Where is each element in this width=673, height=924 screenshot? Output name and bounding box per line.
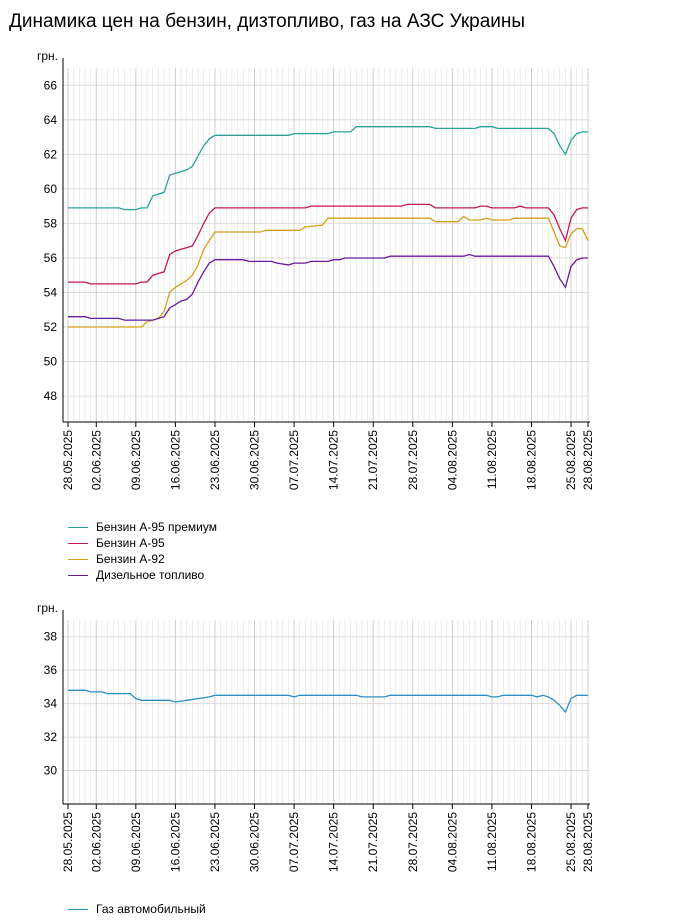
y-tick-label: 48 — [44, 389, 58, 403]
legend-swatch — [68, 558, 88, 560]
legend-swatch — [68, 526, 88, 528]
x-tick-label: 18.08.2025 — [524, 812, 538, 872]
x-tick-label: 25.08.2025 — [564, 430, 578, 490]
legend-label: Газ автомобильный — [96, 902, 206, 916]
legend-swatch — [68, 574, 88, 576]
legend-item: Газ автомобильный — [68, 901, 206, 917]
x-tick-label: 28.08.2025 — [581, 430, 595, 490]
x-tick-label: 02.06.2025 — [89, 430, 103, 490]
x-tick-label: 21.07.2025 — [366, 812, 380, 872]
y-tick-label: 52 — [44, 320, 58, 334]
x-tick-label: 23.06.2025 — [208, 812, 222, 872]
series-line-1 — [68, 689, 588, 714]
y-tick-label: 66 — [44, 78, 58, 92]
fuel-price-legend: Бензин А-95 премиум Бензин А-95 Бензин А-9… — [68, 519, 217, 583]
x-tick-label: 28.07.2025 — [406, 812, 420, 872]
legend-item: Бензин А-92 — [68, 551, 217, 567]
series-line-3 — [68, 215, 589, 328]
y-tick-label: 32 — [44, 730, 58, 744]
x-tick-label: 09.06.2025 — [129, 430, 143, 490]
x-tick-label: 04.08.2025 — [445, 430, 459, 490]
x-tick-label: 25.08.2025 — [564, 812, 578, 872]
legend-label: Бензин А-95 — [96, 536, 165, 550]
y-tick-label: 60 — [44, 182, 58, 196]
legend-item: Дизельное топливо — [68, 567, 217, 583]
x-tick-label: 28.05.2025 — [61, 430, 75, 490]
y-tick-label: 50 — [44, 355, 58, 369]
y-tick-label: 30 — [44, 764, 58, 778]
x-tick-label: 07.07.2025 — [287, 812, 301, 872]
legend-swatch — [68, 542, 88, 544]
legend-item: Бензин А-95 премиум — [68, 519, 217, 535]
x-tick-label: 09.06.2025 — [129, 812, 143, 872]
legend-label: Дизельное топливо — [96, 568, 205, 582]
y-axis-unit-label: грн. — [37, 601, 58, 615]
y-tick-label: 36 — [44, 663, 58, 677]
y-tick-label: 34 — [44, 697, 58, 711]
legend-item: Бензин А-95 — [68, 535, 217, 551]
x-tick-label: 07.07.2025 — [287, 430, 301, 490]
page-title: Динамика цен на бензин, дизтопливо, газ … — [9, 11, 526, 32]
x-tick-label: 02.06.2025 — [89, 812, 103, 872]
x-tick-label: 21.07.2025 — [366, 430, 380, 490]
x-tick-label: 30.06.2025 — [248, 430, 262, 490]
x-tick-label: 04.08.2025 — [445, 812, 459, 872]
series-line-1 — [68, 126, 588, 211]
series-line-4 — [68, 253, 588, 321]
legend-swatch — [68, 908, 88, 910]
legend-label: Бензин А-95 премиум — [96, 520, 217, 534]
y-tick-label: 38 — [44, 630, 58, 644]
gas-price-chart: грн. 30 32 34 36 38 28.05.2025 02.06.2025 09.06.… — [37, 601, 595, 872]
x-tick-label: 16.06.2025 — [168, 430, 182, 490]
x-tick-label: 28.08.2025 — [581, 812, 595, 872]
series-line-2 — [68, 203, 588, 285]
x-tick-label: 11.08.2025 — [485, 812, 499, 871]
fuel-price-chart: грн. 48 50 52 54 56 58 60 62 64 66 28.05.2025 02.06.… — [37, 49, 595, 490]
y-tick-label: 54 — [44, 285, 58, 299]
y-axis-unit-label: грн. — [37, 49, 58, 63]
x-tick-label: 16.06.2025 — [168, 812, 182, 872]
legend-label: Бензин А-92 — [96, 552, 165, 566]
x-tick-label: 30.06.2025 — [248, 812, 262, 872]
gas-price-legend: Газ автомобильный — [68, 901, 206, 917]
x-tick-label: 11.08.2025 — [485, 430, 499, 489]
x-tick-label: 14.07.2025 — [327, 430, 341, 490]
y-tick-label: 58 — [44, 216, 58, 230]
x-tick-label: 28.05.2025 — [61, 812, 75, 872]
y-tick-label: 64 — [44, 113, 58, 127]
x-tick-label: 18.08.2025 — [524, 430, 538, 490]
x-tick-label: 14.07.2025 — [327, 812, 341, 872]
x-tick-label: 23.06.2025 — [208, 430, 222, 490]
x-tick-label: 28.07.2025 — [406, 430, 420, 490]
y-tick-label: 56 — [44, 251, 58, 265]
y-tick-label: 62 — [44, 147, 58, 161]
